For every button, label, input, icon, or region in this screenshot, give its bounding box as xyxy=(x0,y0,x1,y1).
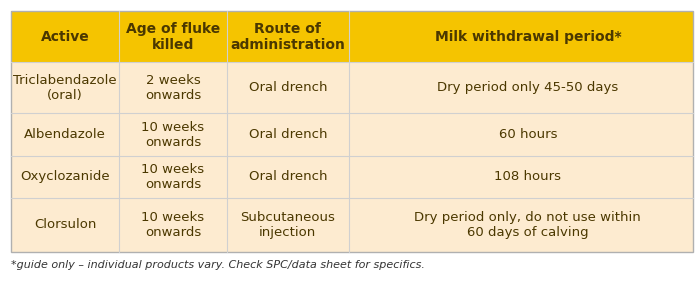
Text: *guide only – individual products vary. Check SPC/data sheet for specifics.: *guide only – individual products vary. … xyxy=(11,260,425,270)
Text: Active: Active xyxy=(41,30,90,44)
Text: Dry period only, do not use within
60 days of calving: Dry period only, do not use within 60 da… xyxy=(414,211,641,239)
Bar xyxy=(11,62,693,113)
Text: Age of fluke
killed: Age of fluke killed xyxy=(126,22,220,52)
Text: Oral drench: Oral drench xyxy=(248,81,327,94)
Text: 10 weeks
onwards: 10 weeks onwards xyxy=(141,211,204,239)
Text: Albendazole: Albendazole xyxy=(25,128,106,141)
Text: 2 weeks
onwards: 2 weeks onwards xyxy=(145,74,201,102)
Text: 10 weeks
onwards: 10 weeks onwards xyxy=(141,163,204,191)
Text: Dry period only 45-50 days: Dry period only 45-50 days xyxy=(438,81,619,94)
Text: Subcutaneous
injection: Subcutaneous injection xyxy=(240,211,335,239)
Text: 108 hours: 108 hours xyxy=(494,170,561,183)
Bar xyxy=(11,11,693,62)
Text: Oxyclozanide: Oxyclozanide xyxy=(20,170,110,183)
Text: Oral drench: Oral drench xyxy=(248,128,327,141)
Text: Route of
administration: Route of administration xyxy=(230,22,345,52)
Text: Triclabendazole
(oral): Triclabendazole (oral) xyxy=(13,74,117,102)
Bar xyxy=(11,113,693,156)
Text: 10 weeks
onwards: 10 weeks onwards xyxy=(141,121,204,149)
Text: 60 hours: 60 hours xyxy=(498,128,557,141)
Bar xyxy=(11,11,693,252)
Text: Milk withdrawal period*: Milk withdrawal period* xyxy=(435,30,621,44)
Bar xyxy=(11,156,693,198)
Text: Clorsulon: Clorsulon xyxy=(34,218,97,231)
Text: Oral drench: Oral drench xyxy=(248,170,327,183)
Bar xyxy=(11,198,693,252)
